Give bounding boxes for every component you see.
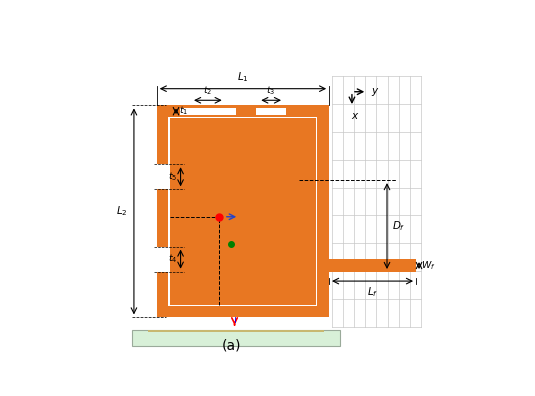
Bar	[180, 108, 236, 114]
Text: $W_f$: $W_f$	[422, 259, 436, 272]
Bar	[132, 329, 340, 346]
Bar	[157, 164, 169, 189]
Text: (a): (a)	[221, 338, 241, 352]
Text: $D_f$: $D_f$	[392, 219, 405, 233]
Text: $t_1$: $t_1$	[179, 105, 188, 118]
Bar	[157, 247, 169, 272]
Text: $L_2$: $L_2$	[116, 204, 128, 218]
Text: $t_4$: $t_4$	[168, 253, 178, 265]
Text: $L_f$: $L_f$	[367, 285, 378, 299]
Text: $t_2$: $t_2$	[203, 84, 212, 97]
Text: $t_3$: $t_3$	[266, 84, 276, 97]
Text: x: x	[351, 110, 357, 121]
Text: y: y	[371, 86, 377, 96]
Bar	[329, 259, 416, 272]
Bar	[148, 330, 325, 332]
Bar	[170, 118, 316, 305]
Text: $L_1$: $L_1$	[237, 70, 249, 84]
Bar	[157, 105, 329, 317]
Bar	[256, 108, 286, 114]
Text: $t_5$: $t_5$	[168, 171, 178, 183]
Bar	[169, 117, 317, 306]
